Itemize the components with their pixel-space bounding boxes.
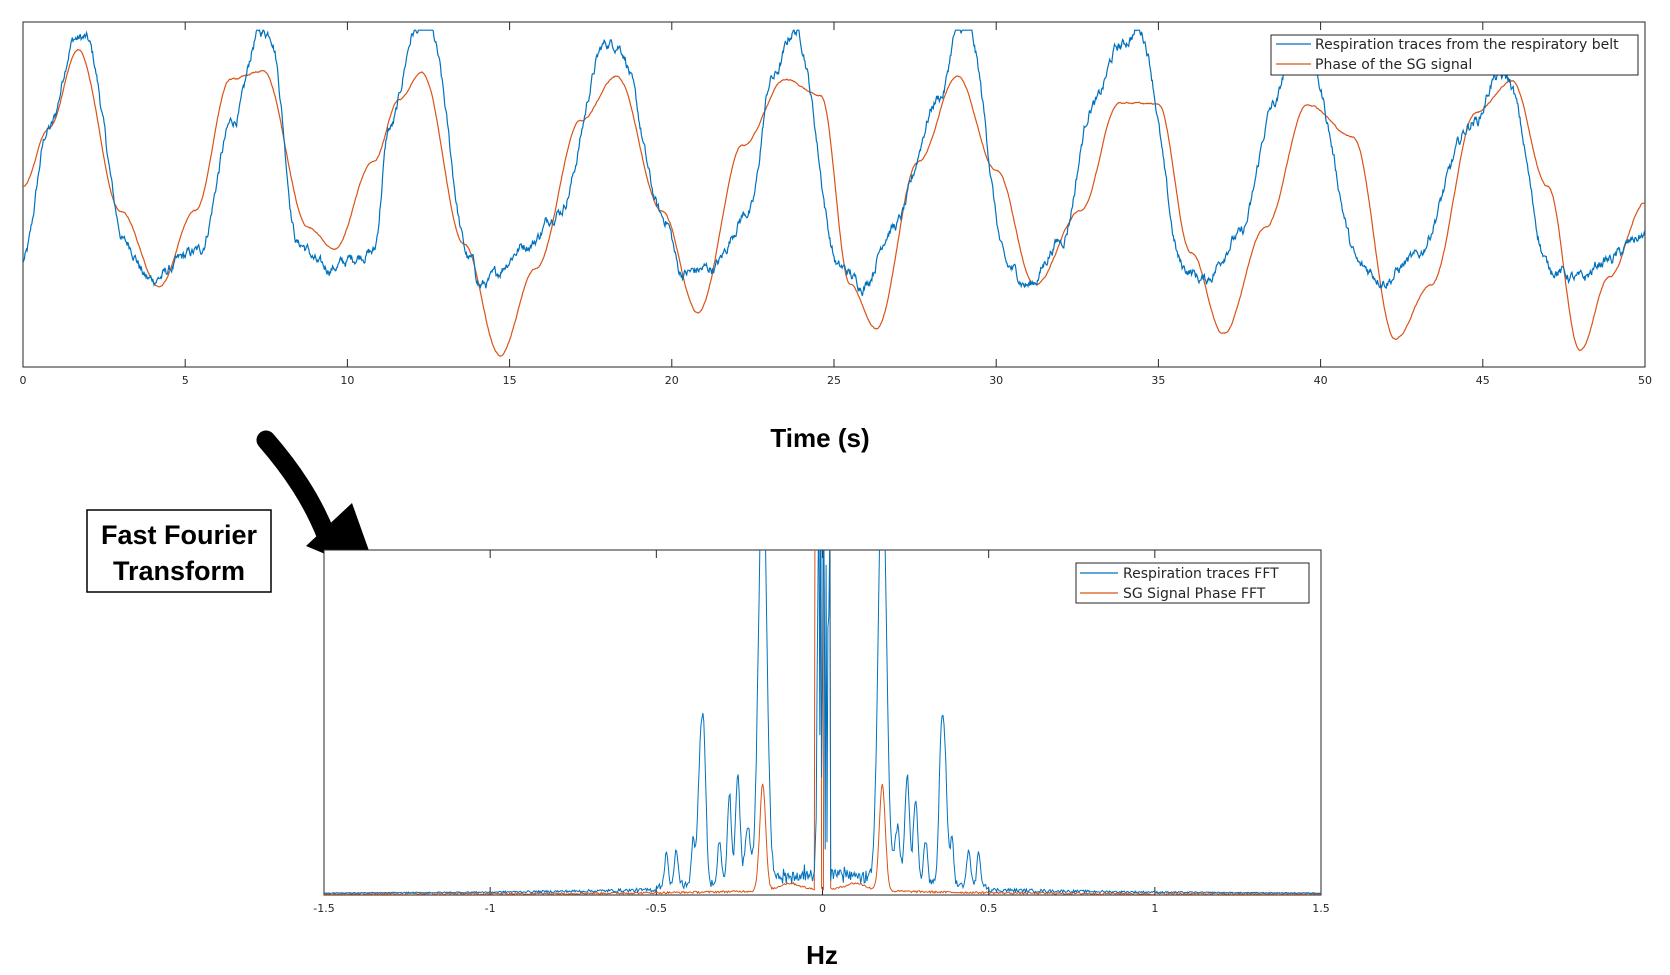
frequency-chart-tick-label: 0.5 xyxy=(980,902,998,915)
fft-annotation-line1: Fast Fourier xyxy=(101,520,258,550)
phase-sg-line xyxy=(23,49,1645,357)
sg-phase-fft-line xyxy=(324,550,1321,895)
time-chart: 0 5 10 15 20 25 30 35 40 45 50 Respiration traces … xyxy=(20,21,1652,453)
time-chart-tick-label: 25 xyxy=(827,374,841,387)
time-chart-tick-label: 40 xyxy=(1314,374,1328,387)
time-chart-tick-label: 30 xyxy=(989,374,1003,387)
legend-label-respiration-belt: Respiration traces from the respiratory … xyxy=(1315,37,1619,53)
time-chart-legend: Respiration traces from the respiratory … xyxy=(1270,34,1639,76)
legend-label-sg-phase-fft: SG Signal Phase FFT xyxy=(1123,586,1266,602)
legend-label-respiration-fft: Respiration traces FFT xyxy=(1123,566,1279,582)
fft-annotation-line2: Transform xyxy=(113,556,245,586)
frequency-chart-x-ticks: -1.5 -1 -0.5 0 0.5 1 1.5 xyxy=(313,550,1330,915)
frequency-chart: -1.5 -1 -0.5 0 0.5 1 1.5 Respiration traces FF… xyxy=(313,549,1330,970)
frequency-chart-tick-label: 0 xyxy=(819,902,826,915)
fft-annotation-box xyxy=(86,509,272,593)
frequency-chart-tick-label: 1.5 xyxy=(1312,902,1330,915)
respiration-belt-line xyxy=(23,29,1645,296)
time-chart-tick-label: 0 xyxy=(20,374,27,387)
time-chart-tick-label: 45 xyxy=(1476,374,1490,387)
time-chart-tick-label: 5 xyxy=(182,374,189,387)
frequency-chart-tick-label: 1 xyxy=(1151,902,1158,915)
time-chart-legend-box xyxy=(1270,34,1639,76)
frequency-chart-legend: Respiration traces FFT SG Signal Phase F… xyxy=(1075,562,1310,604)
frequency-chart-legend-box xyxy=(1075,562,1310,604)
frequency-chart-tick-label: -0.5 xyxy=(646,902,667,915)
frequency-chart-tick-label: -1 xyxy=(485,902,496,915)
fft-annotation: Fast Fourier Transform xyxy=(86,509,272,593)
time-chart-tick-label: 20 xyxy=(665,374,679,387)
frequency-chart-tick-label: -1.5 xyxy=(313,902,334,915)
legend-label-phase-sg: Phase of the SG signal xyxy=(1315,57,1472,73)
time-chart-x-ticks: 0 5 10 15 20 25 30 35 40 45 50 xyxy=(20,22,1652,387)
time-chart-plot-area xyxy=(22,21,1646,368)
time-chart-tick-label: 15 xyxy=(503,374,517,387)
frequency-chart-x-axis-title: Hz xyxy=(806,940,838,970)
respiration-fft-line xyxy=(324,550,1321,894)
time-chart-tick-label: 35 xyxy=(1151,374,1165,387)
time-chart-tick-label: 50 xyxy=(1638,374,1652,387)
time-chart-x-axis-title: Time (s) xyxy=(770,423,869,453)
time-chart-tick-label: 10 xyxy=(340,374,354,387)
